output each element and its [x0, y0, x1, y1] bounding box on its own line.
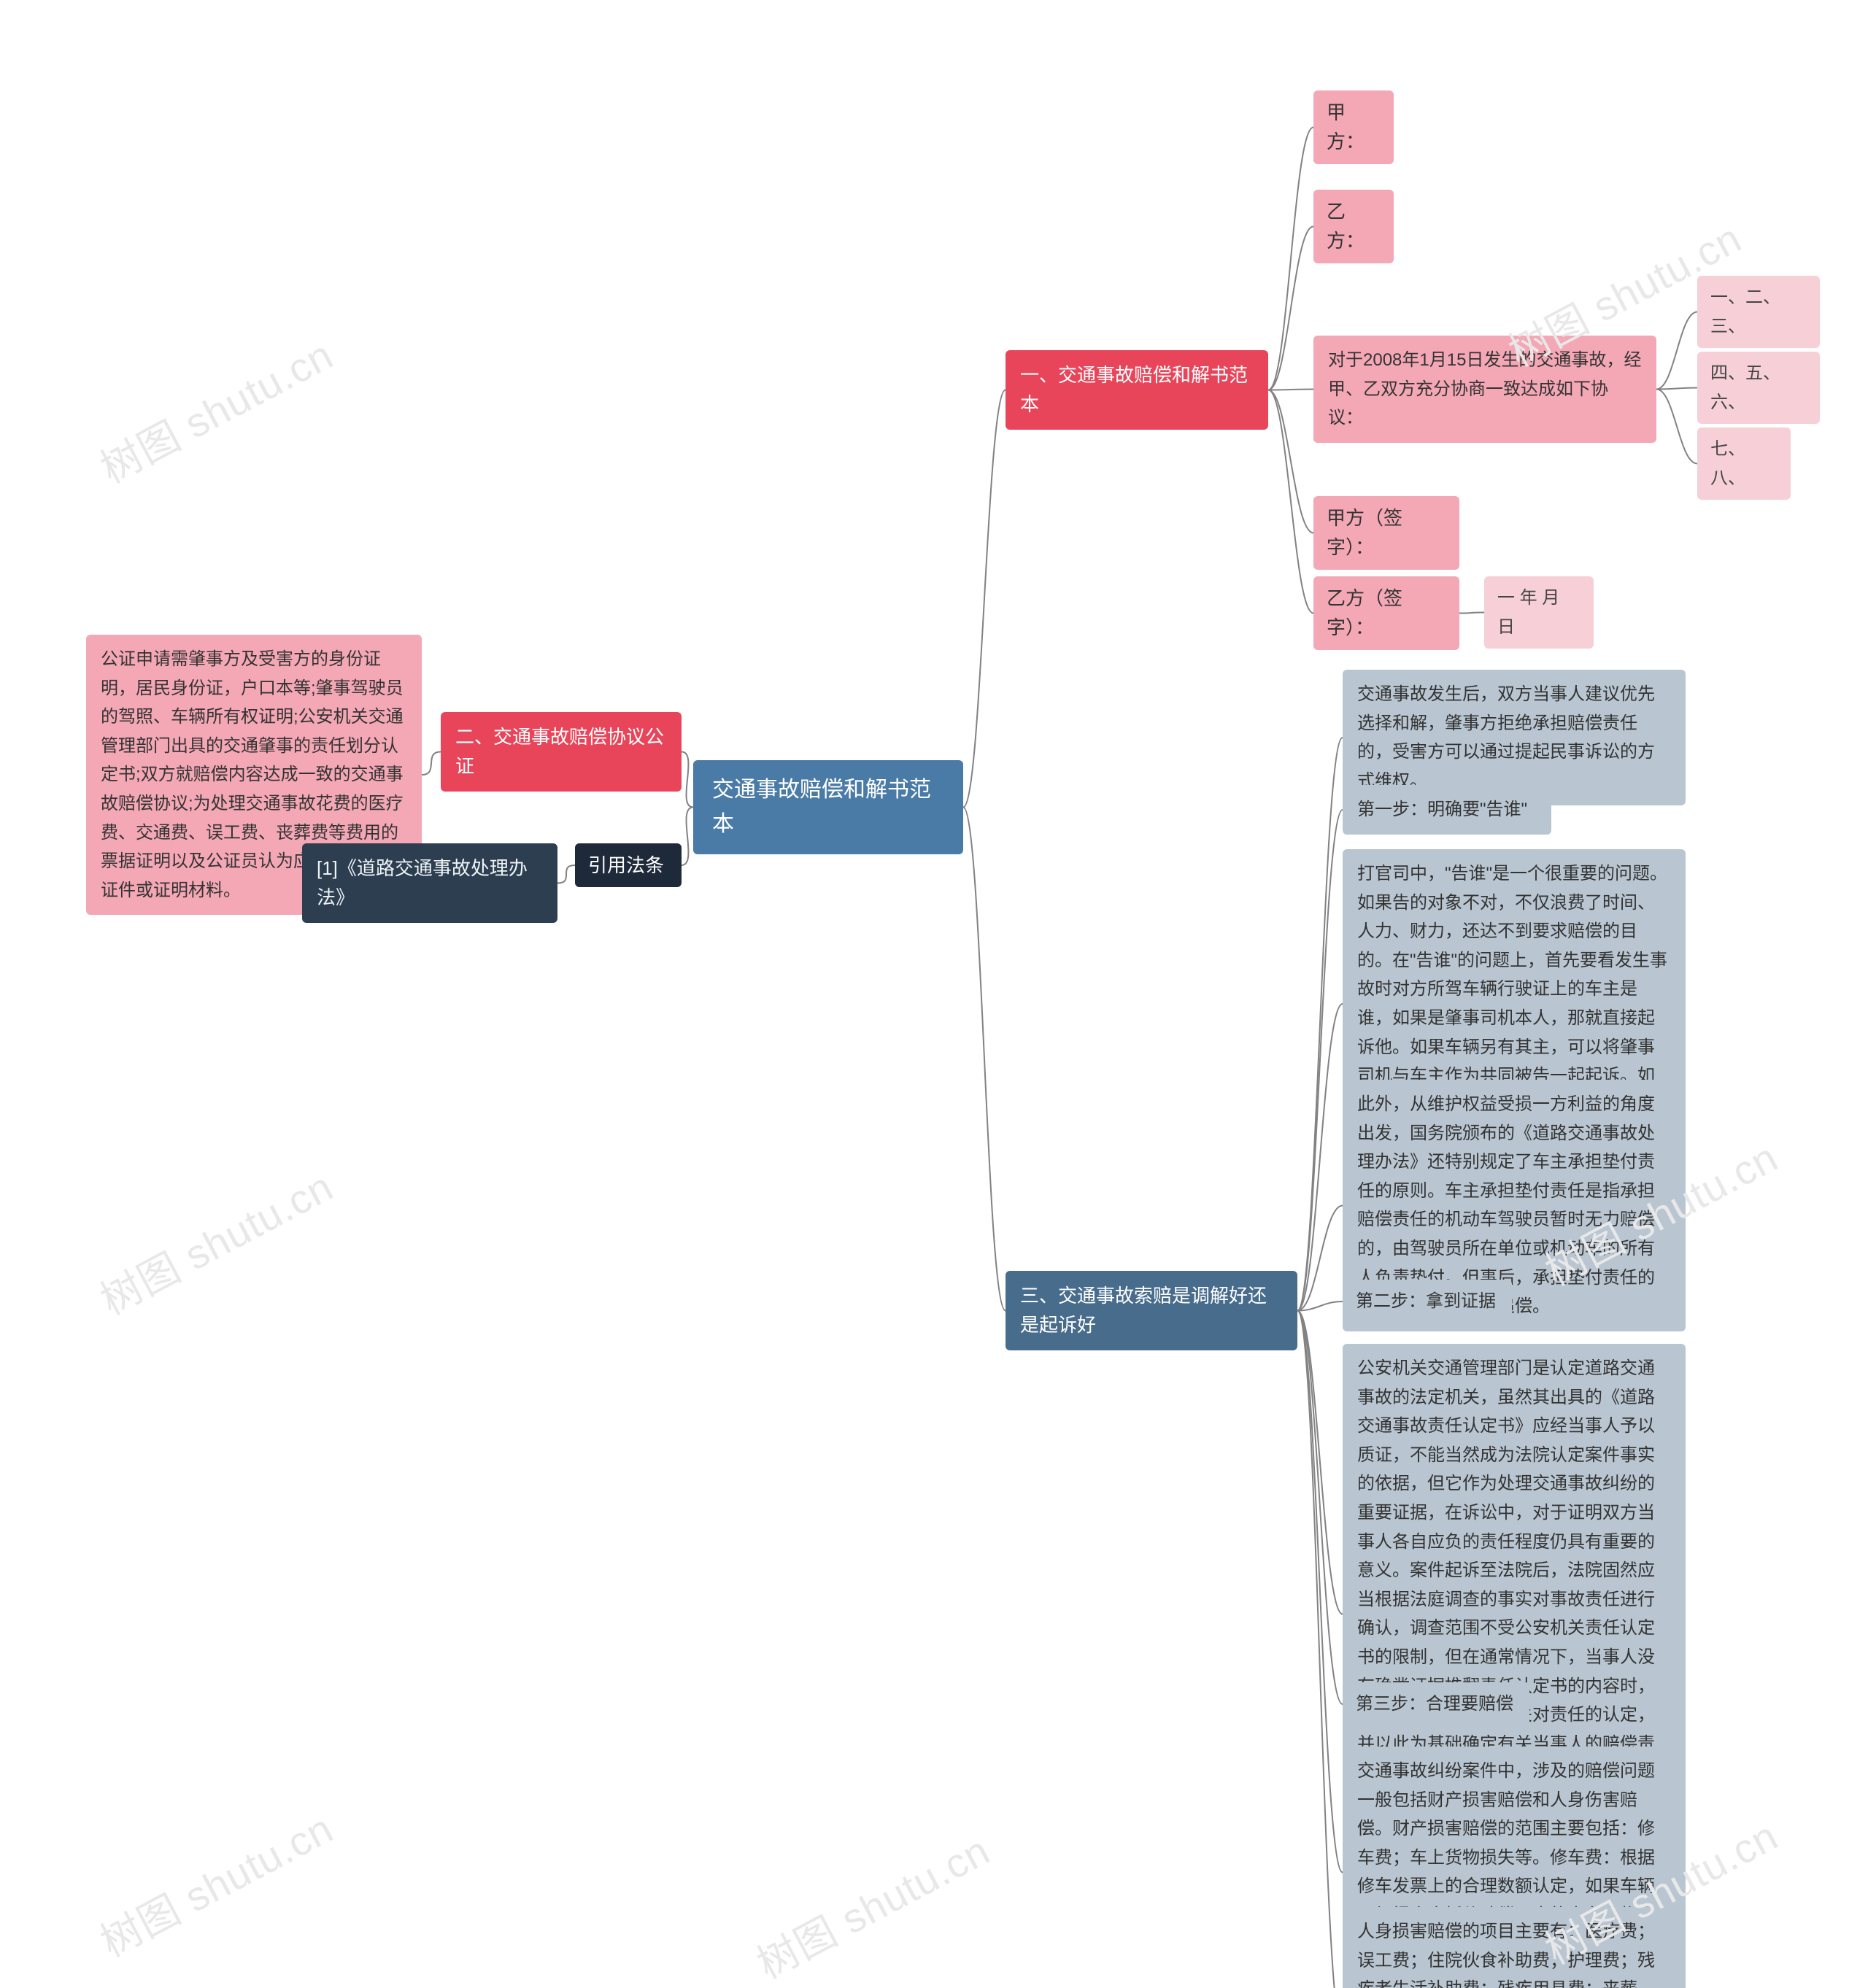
- mindmap-node-b2[interactable]: 二、交通事故赔偿协议公证: [441, 712, 682, 792]
- edge-b3-b3c5: [1297, 1302, 1343, 1311]
- node-label: 第二步：拿到证据: [1356, 1291, 1496, 1311]
- edge-b1-b1c4: [1268, 390, 1313, 533]
- node-label: 交通事故发生后，双方当事人建议优先选择和解，肇事方拒绝承担赔偿责任的，受害方可以…: [1357, 684, 1655, 791]
- node-label: 第一步：明确要"告谁": [1357, 800, 1527, 819]
- mindmap-node-b1c3[interactable]: 对于2008年1月15日发生的交通事故，经甲、乙双方充分协商一致达成如下协议：: [1313, 336, 1656, 443]
- mindmap-node-b1c1[interactable]: 甲方：: [1313, 90, 1394, 164]
- edge-b1c3-b1c3c: [1656, 390, 1697, 464]
- watermark: 树图 shutu.cn: [745, 1819, 998, 1988]
- mindmap-node-bRef[interactable]: 引用法条: [575, 843, 682, 887]
- edge-b3-b3c1: [1297, 738, 1343, 1311]
- edge-b3-b3c4: [1297, 1206, 1343, 1311]
- node-label: 甲方（签字）：: [1327, 507, 1402, 558]
- edge-b3-b3c8: [1297, 1311, 1343, 1873]
- edge-bRef-bRefc1: [557, 865, 575, 883]
- node-label: 一、二、三、: [1710, 287, 1780, 336]
- node-label: 引用法条: [588, 854, 664, 876]
- mindmap-node-b3c7[interactable]: 第三步：合理要赔偿: [1343, 1682, 1529, 1726]
- edge-b3-b3c6: [1297, 1311, 1343, 1614]
- node-label: 一、交通事故赔偿和解书范本: [1020, 364, 1248, 415]
- mindmap-node-b1c3a[interactable]: 一、二、三、: [1697, 276, 1820, 348]
- edge-b3-b3c9: [1297, 1311, 1343, 1988]
- node-label: 第三步：合理要赔偿: [1356, 1694, 1513, 1714]
- mindmap-node-b3[interactable]: 三、交通事故索赔是调解好还是起诉好: [1006, 1271, 1297, 1350]
- mindmap-node-b1c5[interactable]: 乙方（签字）：: [1313, 576, 1459, 650]
- edge-b1c3-b1c3a: [1656, 312, 1697, 390]
- edge-root-bRef: [682, 808, 693, 866]
- mindmap-node-b1c3c[interactable]: 七、八、: [1697, 428, 1791, 500]
- node-label: 二、交通事故赔偿协议公证: [455, 726, 664, 777]
- node-label: 七、八、: [1710, 439, 1745, 488]
- edge-root-b2: [682, 752, 693, 808]
- mindmap-node-bRefc1[interactable]: [1]《道路交通事故处理办法》: [302, 843, 557, 923]
- node-label: 三、交通事故索赔是调解好还是起诉好: [1020, 1285, 1267, 1336]
- edge-b1-b1c2: [1268, 227, 1313, 390]
- mindmap-node-root[interactable]: 交通事故赔偿和解书范本: [693, 760, 963, 854]
- node-label: 乙方（签字）：: [1327, 587, 1402, 638]
- edge-root-b3: [963, 808, 1006, 1311]
- mindmap-node-b1[interactable]: 一、交通事故赔偿和解书范本: [1006, 350, 1268, 430]
- mindmap-node-b3c5[interactable]: 第二步：拿到证据: [1343, 1280, 1512, 1323]
- mindmap-node-b3c9[interactable]: 人身损害赔偿的项目主要有：医疗费；误工费；住院伙食补助费；护理费；残疾者生活补助…: [1343, 1907, 1686, 1988]
- edge-b2-b2c1: [422, 752, 441, 776]
- mindmap-node-b1c2[interactable]: 乙方：: [1313, 190, 1394, 263]
- edge-b1-b1c5: [1268, 390, 1313, 614]
- edge-b3-b3c7: [1297, 1311, 1343, 1705]
- mindmap-node-b1c3b[interactable]: 四、五、六、: [1697, 352, 1820, 424]
- edge-root-b1: [963, 390, 1006, 808]
- node-label: 对于2008年1月15日发生的交通事故，经甲、乙双方充分协商一致达成如下协议：: [1328, 350, 1641, 428]
- node-label: [1]《道路交通事故处理办法》: [317, 857, 528, 908]
- node-label: 乙方：: [1327, 201, 1365, 252]
- edge-b1c5-b1c5a: [1459, 613, 1484, 614]
- edge-b1-b1c1: [1268, 128, 1313, 390]
- node-label: 四、五、六、: [1710, 363, 1780, 412]
- edge-b1c3-b1c3b: [1656, 388, 1697, 390]
- node-label: 人身损害赔偿的项目主要有：医疗费；误工费；住院伙食补助费；护理费；残疾者生活补助…: [1357, 1922, 1655, 1988]
- watermark: 树图 shutu.cn: [88, 1797, 341, 1969]
- watermark: 树图 shutu.cn: [88, 323, 341, 495]
- edge-b3-b3c3: [1297, 1004, 1343, 1311]
- node-label: 甲方：: [1327, 101, 1365, 152]
- watermark: 树图 shutu.cn: [88, 1155, 341, 1327]
- edge-b3-b3c2: [1297, 810, 1343, 1311]
- node-label: 交通事故赔偿和解书范本: [712, 778, 931, 836]
- node-label: 一 年 月 日: [1497, 588, 1559, 637]
- mindmap-node-b1c5a[interactable]: 一 年 月 日: [1484, 576, 1594, 649]
- mindmap-node-b3c2[interactable]: 第一步：明确要"告谁": [1343, 785, 1551, 835]
- mindmap-node-b1c4[interactable]: 甲方（签字）：: [1313, 496, 1459, 570]
